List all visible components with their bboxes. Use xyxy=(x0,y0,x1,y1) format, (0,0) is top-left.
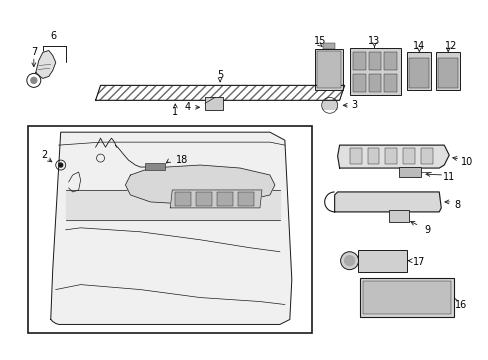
Bar xyxy=(385,148,397,164)
Polygon shape xyxy=(51,132,291,324)
Bar xyxy=(384,53,397,71)
Text: 12: 12 xyxy=(444,41,456,50)
Bar xyxy=(217,192,233,206)
Bar xyxy=(175,192,191,206)
Text: 13: 13 xyxy=(367,36,380,46)
Circle shape xyxy=(340,252,358,270)
Text: 3: 3 xyxy=(351,100,357,110)
Text: 1: 1 xyxy=(172,107,178,117)
Text: 6: 6 xyxy=(51,31,57,41)
Bar xyxy=(388,210,408,222)
Text: 17: 17 xyxy=(412,257,425,267)
Circle shape xyxy=(344,256,354,266)
Bar xyxy=(322,42,334,49)
Bar xyxy=(238,192,253,206)
Bar xyxy=(421,148,432,164)
Bar xyxy=(399,167,421,177)
Bar xyxy=(196,192,212,206)
Text: 9: 9 xyxy=(424,225,429,235)
Bar xyxy=(368,53,381,71)
Polygon shape xyxy=(125,165,274,205)
Bar xyxy=(437,58,457,88)
Bar xyxy=(145,163,165,170)
Text: 4: 4 xyxy=(184,102,190,112)
Circle shape xyxy=(31,77,37,84)
Text: 5: 5 xyxy=(217,71,223,80)
Bar xyxy=(349,48,401,95)
Bar xyxy=(407,53,430,90)
Text: 10: 10 xyxy=(460,157,472,167)
Bar xyxy=(205,97,223,110)
Bar xyxy=(408,58,428,88)
Bar xyxy=(362,280,450,315)
Bar xyxy=(384,75,397,92)
Bar xyxy=(435,53,459,90)
Bar xyxy=(349,148,361,164)
Polygon shape xyxy=(36,50,56,78)
Bar xyxy=(357,250,407,272)
Polygon shape xyxy=(170,190,262,208)
Bar xyxy=(352,53,365,71)
Text: 2: 2 xyxy=(41,150,48,160)
Bar xyxy=(359,278,453,318)
Bar xyxy=(403,148,414,164)
Text: 14: 14 xyxy=(412,41,425,50)
Bar xyxy=(314,49,342,90)
Text: 11: 11 xyxy=(442,172,454,182)
Bar xyxy=(352,75,365,92)
Bar xyxy=(367,148,379,164)
Text: 8: 8 xyxy=(453,200,459,210)
Bar xyxy=(368,75,381,92)
Bar xyxy=(316,50,340,88)
Text: 7: 7 xyxy=(31,48,37,58)
Polygon shape xyxy=(337,145,448,168)
Text: 18: 18 xyxy=(176,155,188,165)
Polygon shape xyxy=(334,192,440,212)
Circle shape xyxy=(59,163,62,167)
Text: 15: 15 xyxy=(313,36,325,46)
Bar xyxy=(28,126,311,333)
Text: 16: 16 xyxy=(454,300,467,310)
